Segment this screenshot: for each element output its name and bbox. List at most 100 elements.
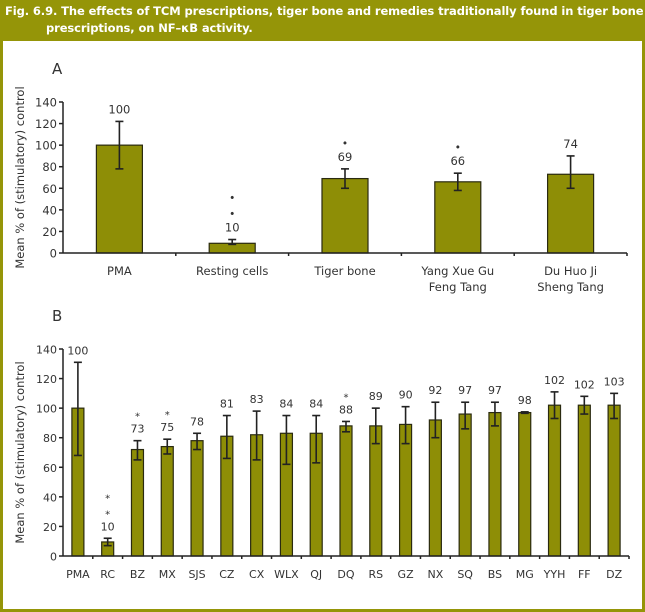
x-tick-label: Resting cells xyxy=(196,264,268,278)
chart-a: Mean % of (stimulatory) control 0 20 40 60 80… xyxy=(13,86,628,294)
data-label: 81 xyxy=(220,398,234,411)
x-tick-label: FF xyxy=(578,568,591,581)
data-label: 83 xyxy=(250,393,264,406)
data-label: 74 xyxy=(563,137,578,151)
bar xyxy=(488,411,502,557)
y-tick-label: 140 xyxy=(35,96,57,110)
significance-star: * xyxy=(135,412,140,423)
x-tick-label: Feng Tang xyxy=(429,280,487,294)
data-label: 84 xyxy=(309,398,323,411)
figure-title-line2: prescriptions, on NF–κB activity. xyxy=(46,21,253,35)
data-label: 88 xyxy=(339,403,353,416)
x-tick-label: BS xyxy=(488,568,502,581)
x-tick-label: MG xyxy=(516,568,534,581)
data-label: 73 xyxy=(130,423,144,436)
data-label: 78 xyxy=(190,415,204,428)
data-label: 89 xyxy=(369,390,383,403)
data-label: 92 xyxy=(428,384,442,397)
x-tick-label: DZ xyxy=(606,568,622,581)
y-tick-label: 60 xyxy=(43,462,57,475)
significance-star: • xyxy=(342,138,348,150)
x-tick-label: DQ xyxy=(337,568,354,581)
x-tick-label: RC xyxy=(100,568,115,581)
y-axis-label: Mean % of (stimulatory) control xyxy=(13,86,27,268)
x-tick-label: MX xyxy=(159,568,176,581)
y-tick-label: 140 xyxy=(36,344,57,357)
y-tick-label: 80 xyxy=(42,160,57,174)
bar xyxy=(190,440,204,557)
x-tick-label: BZ xyxy=(130,568,146,581)
bar xyxy=(321,177,369,254)
significance-star: * xyxy=(105,509,110,520)
data-label: 103 xyxy=(604,375,625,388)
data-label: 98 xyxy=(518,394,532,407)
bar xyxy=(160,445,174,557)
data-label: 97 xyxy=(488,384,502,397)
y-tick-label: 60 xyxy=(42,182,57,196)
significance-star: * xyxy=(165,410,170,421)
significance-star: * xyxy=(344,392,349,403)
bar xyxy=(607,404,621,557)
figure-frame xyxy=(0,41,645,612)
x-tick-label: SJS xyxy=(188,568,205,581)
bar xyxy=(130,448,145,557)
data-label: 100 xyxy=(67,344,88,357)
x-tick-label: SQ xyxy=(457,568,473,581)
data-label: 69 xyxy=(338,150,353,164)
x-tick-label: QJ xyxy=(310,568,322,581)
x-tick-label: NX xyxy=(427,568,443,581)
data-label: 84 xyxy=(279,398,293,411)
panel-label-b: B xyxy=(52,307,62,325)
significance-star: * xyxy=(105,493,110,504)
y-axis-label: Mean % of (stimulatory) control xyxy=(13,361,27,543)
x-tick-label: Sheng Tang xyxy=(537,280,604,294)
significance-star: • xyxy=(455,142,461,154)
x-tick-label: PMA xyxy=(66,568,90,581)
chart-b: Mean % of (stimulatory) control 0 20 40 60 80… xyxy=(13,344,630,581)
x-tick-label: CZ xyxy=(219,568,235,581)
y-tick-label: 20 xyxy=(42,225,57,239)
y-tick-label: 100 xyxy=(36,403,57,416)
bar xyxy=(577,404,591,557)
bar xyxy=(547,404,562,557)
significance-star: • xyxy=(229,209,235,221)
y-tick-label: 100 xyxy=(35,139,57,153)
x-tick-label: PMA xyxy=(107,264,132,278)
significance-star: • xyxy=(229,193,235,205)
x-tick-label: GZ xyxy=(398,568,415,581)
x-tick-label: Yang Xue Gu xyxy=(420,264,494,278)
y-tick-label: 120 xyxy=(36,373,57,386)
y-tick-label: 0 xyxy=(50,247,57,261)
x-tick-label: Tiger bone xyxy=(313,264,375,278)
figure-header: Fig. 6.9. The effects of TCM prescriptio… xyxy=(0,0,645,41)
data-label: 75 xyxy=(160,421,174,434)
bar xyxy=(369,425,383,557)
bar xyxy=(458,413,472,557)
data-label: 66 xyxy=(450,154,465,168)
data-label: 102 xyxy=(574,378,595,391)
y-tick-label: 120 xyxy=(35,117,57,131)
bar xyxy=(428,419,442,557)
figure-title-line1: Fig. 6.9. The effects of TCM prescriptio… xyxy=(5,4,644,18)
x-tick-label: RS xyxy=(368,568,383,581)
x-tick-label: WLX xyxy=(274,568,299,581)
bar xyxy=(434,181,482,254)
y-tick-label: 40 xyxy=(43,491,57,504)
bar xyxy=(546,173,595,254)
y-tick-label: 0 xyxy=(50,551,57,564)
y-tick-label: 80 xyxy=(43,432,57,445)
bar xyxy=(339,425,353,557)
data-label: 10 xyxy=(225,221,240,235)
panel-label-a: A xyxy=(52,60,63,78)
data-label: 90 xyxy=(399,389,413,402)
bar xyxy=(518,411,532,557)
data-label: 100 xyxy=(108,102,130,116)
x-tick-label: YYH xyxy=(543,568,566,581)
y-tick-label: 40 xyxy=(42,203,57,217)
data-label: 10 xyxy=(101,520,115,533)
x-tick-label: CX xyxy=(249,568,265,581)
x-tick-label: Du Huo Ji xyxy=(544,264,597,278)
data-label: 97 xyxy=(458,384,472,397)
y-tick-label: 20 xyxy=(43,521,57,534)
